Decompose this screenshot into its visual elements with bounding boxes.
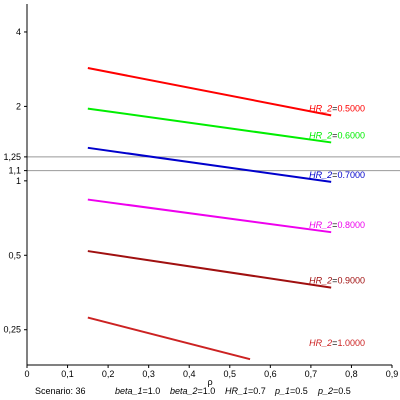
param-value: 1.0 [202, 386, 216, 396]
series-label-eq: = [332, 220, 337, 230]
series-lines [87, 67, 332, 361]
x-tick-label: 0,8 [345, 369, 358, 379]
series-label-name: HR_2 [309, 130, 332, 140]
series-line [87, 316, 251, 361]
series-label-value: 1.0000 [337, 338, 365, 348]
footer: Scenario: 36 beta_1=1.0 beta_2=1.0 HR_1=… [0, 386, 400, 400]
param-name: p_1 [275, 386, 291, 396]
x-tick-label: 0,4 [183, 369, 196, 379]
axes: 0,25 0,5 11,1 1,25 2 4 0 0,1 0,2 0,3 0,4 0,5 0,6 0,7 0… [3, 4, 398, 379]
x-tick-label: 0,7 [305, 369, 318, 379]
y-tick-label: 2 [16, 101, 21, 111]
series-label-value: 0.8000 [337, 220, 365, 230]
param-value: 0.7 [253, 386, 266, 396]
param-name: p_2 [318, 386, 334, 396]
param-p-1: p_1=0.5 [275, 386, 308, 396]
series-label-eq: = [332, 338, 337, 348]
reference-lines [27, 156, 400, 172]
series-label: HR_2=0.7000 [309, 170, 365, 180]
param-name: beta_1 [115, 386, 143, 396]
series-line [87, 198, 332, 234]
y-tick-label: 0,5 [8, 250, 21, 260]
param-value: 0.5 [338, 386, 351, 396]
series-label-value: 0.9000 [337, 276, 365, 286]
y-tick-label: 4 [16, 27, 21, 37]
y-tick-label: 1,25 [3, 152, 21, 162]
series-label-eq: = [332, 103, 337, 113]
series-label-name: HR_2 [309, 338, 332, 348]
series-line [87, 146, 332, 183]
series-label: HR_2=0.5000 [309, 103, 365, 113]
x-axis-title: ρ [207, 377, 212, 387]
series-label-name: HR_2 [309, 170, 332, 180]
x-tick-label: 0,6 [264, 369, 277, 379]
series-line [87, 250, 332, 289]
x-tick-label: 0,5 [224, 369, 237, 379]
series-label: HR_2=0.9000 [309, 276, 365, 286]
param-name: HR_1 [225, 386, 249, 396]
series-label-value: 0.6000 [337, 130, 365, 140]
x-tick-label: 0,2 [102, 369, 115, 379]
series-label-eq: = [332, 170, 337, 180]
x-tick-label: 0 [24, 369, 29, 379]
series-label: HR_2=0.6000 [309, 130, 365, 140]
y-tick-label: 1 [16, 176, 21, 186]
param-p-2: p_2=0.5 [318, 386, 351, 396]
param-name: beta_2 [170, 386, 198, 396]
series-line [87, 107, 332, 144]
series-label-eq: = [332, 130, 337, 140]
series-label-name: HR_2 [309, 103, 332, 113]
param-beta-2: beta_2=1.0 [170, 386, 216, 396]
series-label-value: 0.5000 [337, 103, 365, 113]
param-beta-1: beta_1=1.0 [115, 386, 161, 396]
series-label: HR_2=0.8000 [309, 220, 365, 230]
series-labels: HR_2=0.5000HR_2=0.6000HR_2=0.7000HR_2=0.… [309, 103, 365, 348]
scenario-label: Scenario: 36 [35, 386, 86, 396]
y-tick-label: 0,25 [3, 325, 21, 335]
x-tick-label: 0,3 [142, 369, 155, 379]
x-tick-label: 0,1 [61, 369, 74, 379]
series-line [87, 67, 332, 117]
series-label: HR_2=1.0000 [309, 338, 365, 348]
x-tick-label: 0,9 [386, 369, 399, 379]
param-value: 1.0 [147, 386, 161, 396]
series-label-name: HR_2 [309, 276, 332, 286]
series-label-value: 0.7000 [337, 170, 365, 180]
param-value: 0.5 [295, 386, 308, 396]
series-label-eq: = [332, 276, 337, 286]
series-label-name: HR_2 [309, 220, 332, 230]
param-hr-1: HR_1=0.7 [225, 386, 266, 396]
y-tick-label: 1,1 [8, 166, 21, 176]
